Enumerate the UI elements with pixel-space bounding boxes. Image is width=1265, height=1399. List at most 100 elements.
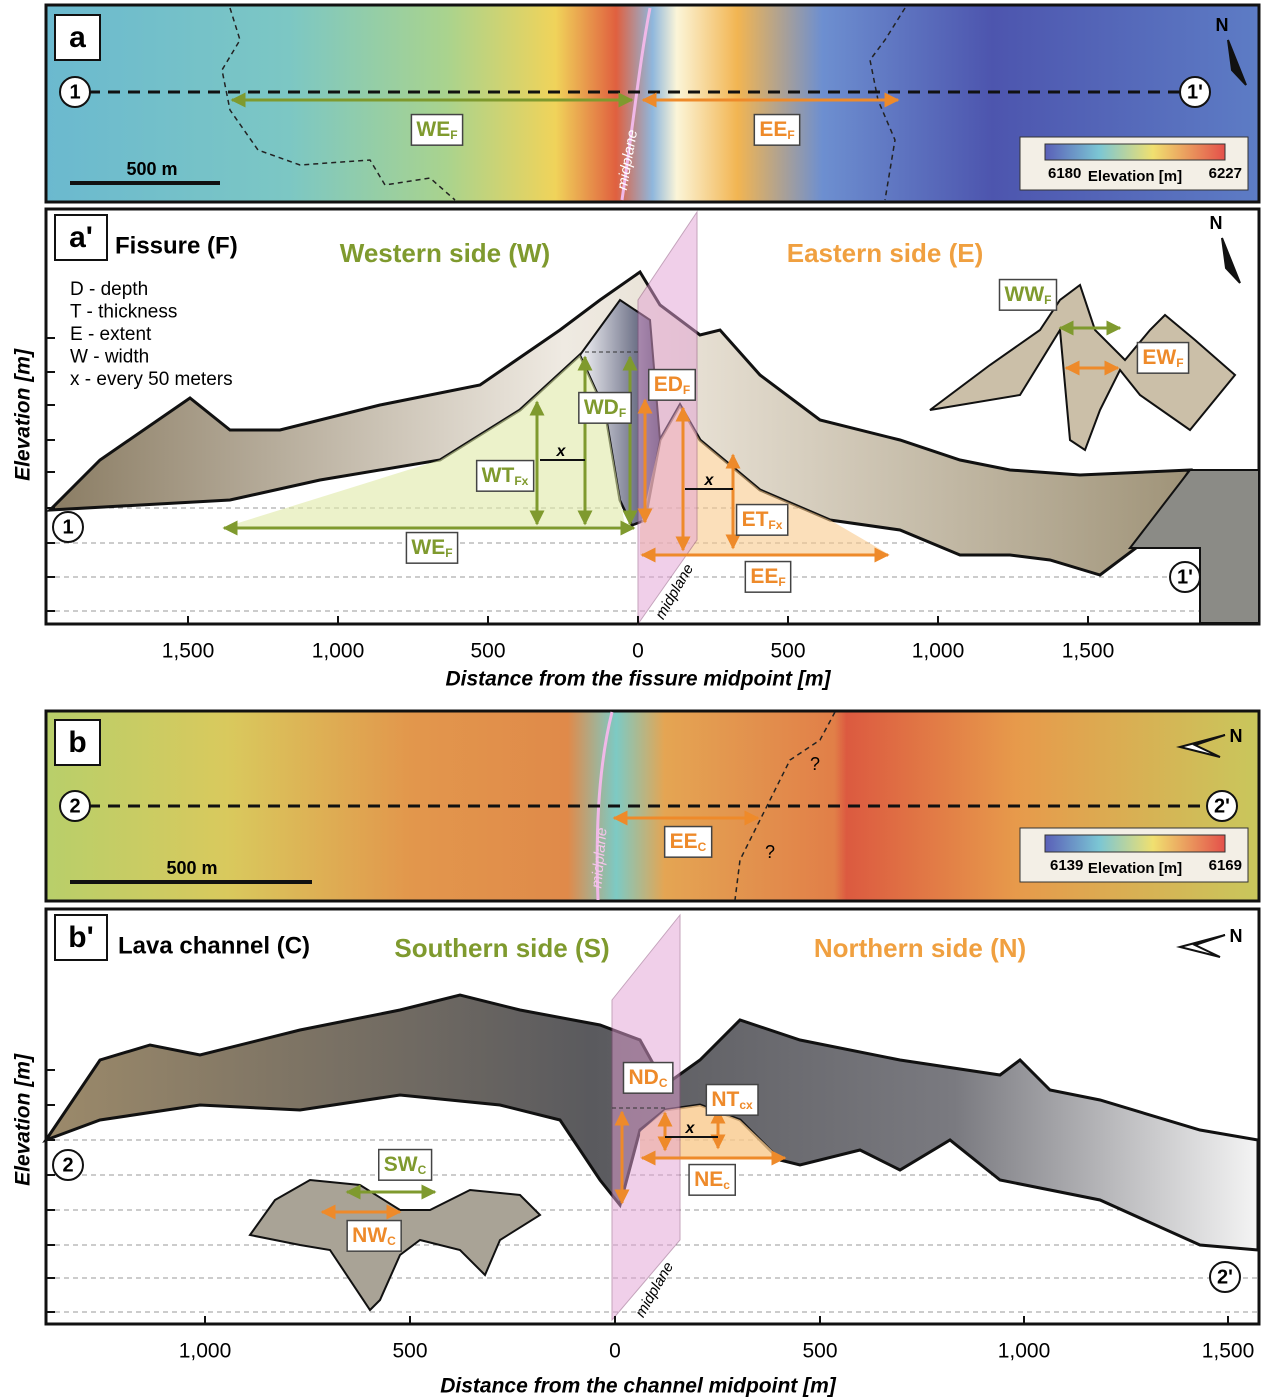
- label-sub: F: [1176, 356, 1183, 370]
- legend-colorbar: [1045, 835, 1225, 852]
- figure: a11'WEFEEFmidplane500 m6180Elevation [m]…: [0, 0, 1265, 1399]
- legend-min: 6180: [1048, 165, 1081, 182]
- panel-label: a: [69, 21, 86, 54]
- label-main: WE: [416, 118, 450, 141]
- annotation: WTFx: [477, 461, 534, 492]
- x-axis-title: Distance from the fissure midpoint [m]: [445, 668, 831, 691]
- profile-end-label: 2': [1217, 1266, 1233, 1288]
- legend-colorbar: [1045, 144, 1225, 160]
- label-sub: C: [659, 1076, 668, 1090]
- x-tick-label: 1,000: [912, 640, 965, 663]
- label-main: EE: [750, 565, 778, 588]
- label-sub: F: [1044, 293, 1051, 307]
- interval-label: x: [704, 472, 715, 489]
- label-main: SW: [384, 1153, 418, 1176]
- x-tick-label: 1,500: [162, 640, 215, 663]
- y-axis-title: Elevation [m]: [12, 348, 35, 481]
- y-axis-title: Elevation [m]: [12, 1053, 35, 1186]
- x-tick-label: 1,500: [1202, 1340, 1255, 1363]
- profile-end-label: 1': [1187, 81, 1203, 103]
- east-extent-label: EEC: [665, 827, 712, 858]
- east-title: Eastern side (E): [787, 238, 984, 268]
- label-main: NE: [694, 1168, 723, 1191]
- label-main: ND: [628, 1066, 658, 1089]
- profile-end-label: 2: [62, 1154, 73, 1176]
- north-label: N: [1230, 726, 1243, 746]
- panel-label: b: [68, 726, 86, 759]
- east-extent-label: EEF: [754, 115, 799, 146]
- label-sub: C: [387, 1234, 396, 1248]
- north-label: N: [1230, 926, 1243, 946]
- north-label: N: [1216, 15, 1229, 35]
- annotation: EEF: [745, 562, 790, 593]
- label-main: ED: [654, 373, 683, 396]
- label-main: WT: [482, 464, 515, 487]
- label-main: WD: [584, 396, 619, 419]
- label-sub: F: [683, 383, 690, 397]
- annotation: WWF: [1000, 280, 1057, 311]
- label-sub: C: [418, 1163, 427, 1177]
- profile-end-label: 2': [1214, 795, 1230, 817]
- annotation: NTcx: [706, 1085, 758, 1116]
- x-tick-label: 0: [609, 1340, 621, 1363]
- west-extent-label: WEF: [411, 115, 462, 146]
- legend-title: Elevation [m]: [1088, 860, 1182, 877]
- x-tick-label: 500: [770, 640, 805, 663]
- x-tick-label: 1,000: [998, 1340, 1051, 1363]
- label-sub: c: [723, 1178, 730, 1192]
- annotation: NDC: [623, 1063, 672, 1094]
- south-title: Southern side (S): [394, 933, 609, 963]
- annotation: ETFx: [737, 505, 788, 536]
- label-sub: C: [698, 840, 707, 854]
- label-main: EE: [759, 118, 787, 141]
- west-title: Western side (W): [340, 238, 550, 268]
- annotation: NEc: [689, 1165, 735, 1196]
- label-sub: Fx: [514, 474, 528, 488]
- x-tick-label: 500: [802, 1340, 837, 1363]
- x-tick-label: 1,000: [179, 1340, 232, 1363]
- annotation: WDF: [579, 393, 631, 424]
- label-main: NW: [352, 1224, 387, 1247]
- panel-label: b': [68, 921, 93, 954]
- uncertain-mark: ?: [810, 754, 820, 774]
- label-sub: F: [619, 406, 626, 420]
- annotation: EDF: [649, 370, 696, 401]
- panel-title: Fissure (F): [115, 232, 238, 259]
- scale-label: 500 m: [166, 858, 217, 878]
- uncertain-mark: ?: [765, 842, 775, 862]
- panel-title: Lava channel (C): [118, 932, 310, 959]
- label-main: EW: [1142, 346, 1176, 369]
- annotation: SWC: [379, 1150, 432, 1181]
- key-item: D - depth: [70, 279, 148, 300]
- label-sub: F: [778, 575, 785, 589]
- profile-end-label: 1: [69, 81, 80, 103]
- profile-end-label: 1: [62, 516, 73, 538]
- north-title: Northern side (N): [814, 933, 1026, 963]
- interval-label: x: [556, 443, 567, 460]
- label-sub: cx: [739, 1098, 753, 1112]
- panel-label: a': [69, 221, 93, 254]
- key-item: E - extent: [70, 324, 152, 345]
- legend-max: 6227: [1209, 165, 1242, 182]
- profile-end-label: 1': [1177, 566, 1193, 588]
- label-main: WW: [1005, 283, 1045, 306]
- label-sub: F: [450, 128, 457, 142]
- label-main: ET: [742, 508, 769, 531]
- legend-min: 6139: [1050, 857, 1083, 874]
- legend-max: 6169: [1209, 857, 1242, 874]
- scale-label: 500 m: [126, 159, 177, 179]
- key-item: x - every 50 meters: [70, 369, 233, 390]
- key-item: T - thickness: [70, 302, 177, 323]
- x-axis-title: Distance from the channel midpoint [m]: [440, 1375, 837, 1398]
- interval-label: x: [685, 1120, 696, 1137]
- x-tick-label: 1,000: [312, 640, 365, 663]
- key-item: W - width: [70, 347, 149, 368]
- legend-title: Elevation [m]: [1088, 168, 1182, 185]
- label-main: WE: [411, 536, 445, 559]
- annotation: WEF: [406, 533, 457, 564]
- x-tick-label: 0: [632, 640, 644, 663]
- annotation: NWC: [347, 1221, 401, 1252]
- label-main: EE: [670, 830, 698, 853]
- profile-end-label: 2: [69, 795, 80, 817]
- label-sub: F: [787, 128, 794, 142]
